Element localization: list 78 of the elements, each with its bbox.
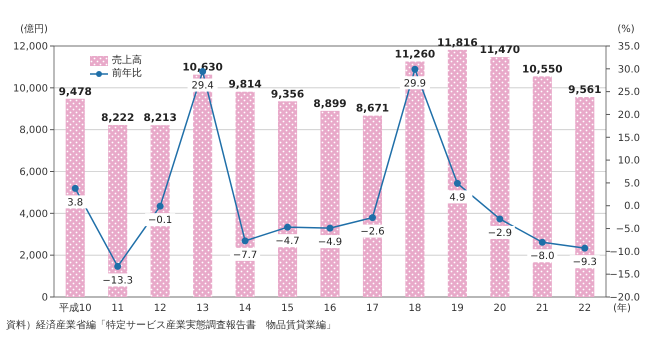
data-label: 4.9	[449, 192, 466, 204]
point	[581, 244, 588, 252]
data-label: 8,213	[144, 112, 177, 124]
data-label: −2.6	[360, 226, 385, 238]
y2-tick-label: −15.0	[609, 270, 640, 281]
data-label: 8,899	[313, 98, 347, 110]
y2-tick-label: −10.0	[609, 246, 640, 258]
y2-tick-label: 20.0	[618, 110, 640, 121]
data-label: −8.0	[530, 251, 554, 262]
y-tick-label: 2,000	[19, 250, 48, 262]
y2-tick-label: 35.0	[618, 42, 640, 52]
point	[368, 214, 376, 222]
x-tick-label: 11	[111, 303, 124, 314]
bar	[362, 116, 382, 297]
y-tick-label: 0	[42, 292, 48, 304]
data-label: 10,550	[522, 63, 563, 76]
data-label: −13.3	[102, 275, 134, 286]
point	[411, 66, 418, 73]
legend-label: 売上高	[112, 54, 142, 66]
x-tick-label: 20	[493, 303, 506, 314]
data-label: 9,561	[568, 84, 602, 96]
y-tick-label: 10,000	[13, 83, 48, 94]
y2-tick-label: 30.0	[618, 64, 640, 76]
point	[242, 237, 249, 244]
x-tick-label: 18	[408, 303, 422, 314]
bar	[278, 101, 298, 297]
y2-axis-title: (%)	[617, 24, 635, 35]
text: 資料）経済産業省編「特定サービス産業実態調査報告書 物品賃貸業編」	[6, 319, 336, 331]
x-tick-label: 12	[154, 303, 167, 314]
x-tick-label: 平成10	[58, 302, 92, 314]
bar	[320, 110, 340, 297]
data-label: 8,222	[101, 112, 134, 124]
data-label: 3.8	[67, 197, 84, 208]
data-label: 8,671	[356, 102, 390, 115]
data-label: −4.9	[318, 237, 342, 248]
point	[538, 238, 546, 246]
data-label: 10,630	[182, 62, 223, 74]
data-label: −9.3	[572, 257, 597, 268]
y2-tick-label: 5.0	[624, 178, 640, 190]
data-label: 29.9	[404, 78, 426, 90]
x-tick-label: 17	[366, 303, 379, 314]
point	[284, 224, 292, 231]
data-label: 9,356	[270, 88, 304, 100]
data-label: −7.7	[232, 250, 258, 261]
point	[72, 184, 79, 192]
data-label: 29.4	[191, 80, 214, 92]
x-tick-label: 13	[196, 303, 209, 314]
y2-tick-label: −20.0	[609, 292, 640, 304]
y2-tick-label: 25.0	[618, 87, 640, 98]
x-tick-label: 15	[281, 303, 294, 314]
point	[156, 202, 164, 210]
x-tick-label: 19	[451, 303, 464, 314]
y-tick-label: 12,000	[13, 42, 48, 52]
y2-tick-label: 10.0	[618, 156, 640, 167]
point	[454, 180, 461, 187]
x-tick-label: 16	[324, 303, 336, 314]
y-axis-title: (億円)	[20, 23, 48, 35]
point	[326, 224, 334, 232]
data-label: −4.7	[275, 236, 300, 248]
point	[114, 262, 122, 270]
x-tick-label: 21	[536, 303, 549, 314]
y2-tick-label: 15.0	[618, 132, 640, 144]
y2-tick-label: −5.0	[616, 224, 640, 236]
legend-label: 前年比	[112, 67, 142, 79]
data-label: 9,478	[58, 86, 92, 98]
data-label: −2.9	[488, 228, 512, 239]
point	[496, 215, 504, 222]
y-tick-label: 8,000	[19, 125, 48, 136]
data-label: 11,470	[480, 44, 520, 56]
y2-tick-label: 0.0	[624, 201, 640, 212]
y-tick-label: 6,000	[19, 167, 48, 178]
y-tick-label: 4,000	[19, 208, 48, 220]
data-label: −0.1	[148, 215, 172, 226]
data-label: 9,814	[228, 78, 262, 91]
x-tick-label: 22	[578, 303, 592, 314]
x-axis-title: (年)	[613, 302, 631, 314]
x-tick-label: 14	[238, 303, 252, 314]
data-label: 11,260	[394, 48, 436, 60]
